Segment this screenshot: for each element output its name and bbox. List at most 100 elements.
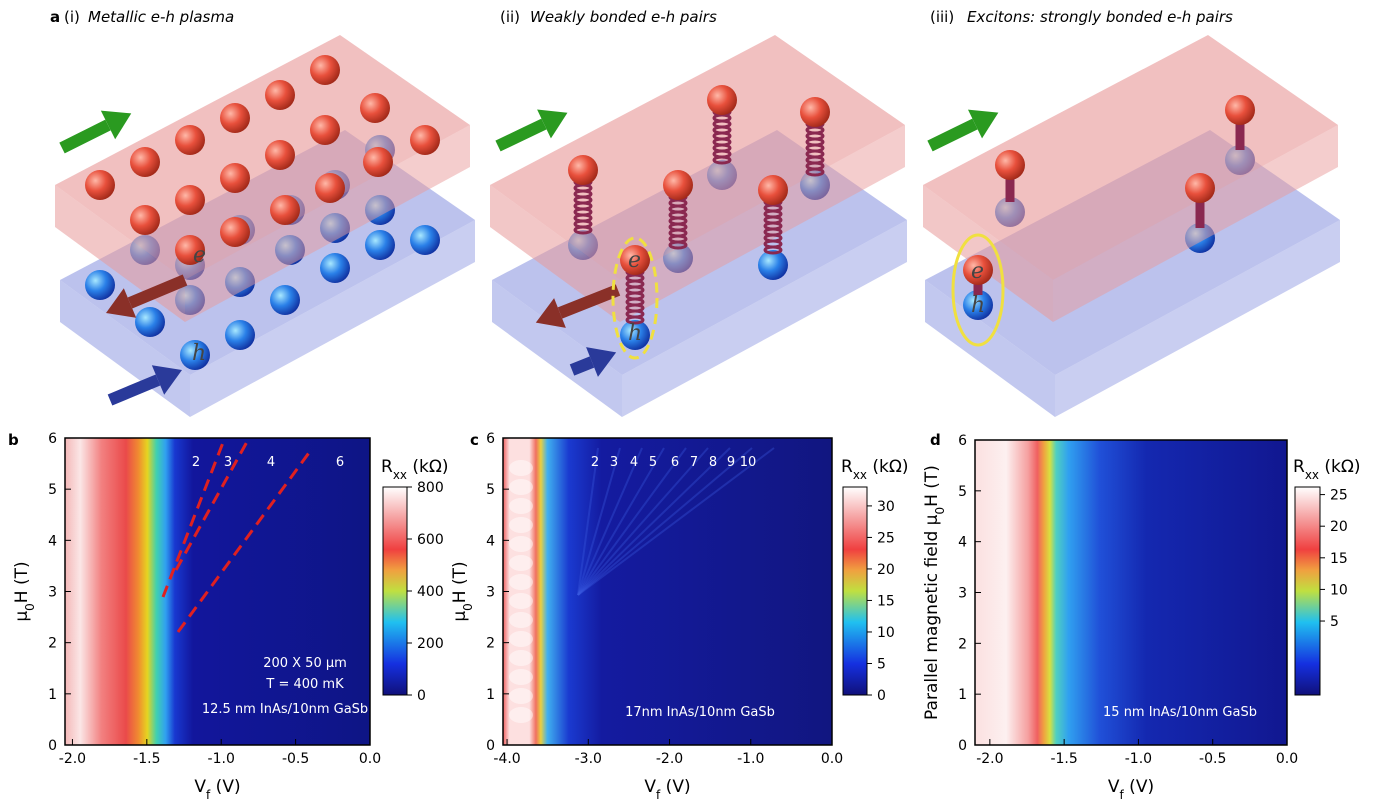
x-tick-label: -1.5 <box>1050 751 1077 767</box>
colorbar-tick-label: 10 <box>1330 582 1348 598</box>
colorbar <box>383 487 407 695</box>
oscillation <box>509 574 533 590</box>
colorbar-label-part: R <box>1293 457 1305 477</box>
y-tick-label: 3 <box>486 585 495 601</box>
colorbar <box>843 487 867 695</box>
y-axis-label-part: μ <box>12 611 32 622</box>
colorbar <box>1295 487 1320 695</box>
colorbar-label: Rxx (kΩ) <box>841 457 909 482</box>
panel-letter: b <box>8 431 19 449</box>
y-tick-label: 3 <box>48 585 57 601</box>
colorbar-tick-label: 15 <box>877 593 895 609</box>
electron <box>130 205 160 235</box>
colorbar-tick-label: 0 <box>877 688 886 704</box>
electron <box>310 55 340 85</box>
hole <box>365 230 395 260</box>
illustration: a(i)Metallic e-h plasma(ii)Weakly bonded… <box>50 8 1340 417</box>
x-axis-label-part: (V) <box>1124 777 1154 797</box>
y-tick-label: 6 <box>958 433 967 449</box>
annotation: 15 nm InAs/10nm GaSb <box>1103 705 1257 720</box>
oscillation <box>509 479 533 495</box>
arrow <box>930 124 975 146</box>
electron-label: e <box>971 259 984 284</box>
colorbar-tick-label: 800 <box>417 480 444 496</box>
hole <box>410 225 440 255</box>
y-tick-label: 0 <box>48 738 57 754</box>
colorbar-label-part: xx <box>393 468 407 482</box>
hole <box>270 285 300 315</box>
y-tick-label: 5 <box>958 484 967 500</box>
y-axis-label-part: H (T) <box>922 465 942 507</box>
oscillation <box>509 517 533 533</box>
x-axis-label-part: V <box>194 777 206 797</box>
panel-letter: a <box>50 8 60 26</box>
oscillation <box>509 555 533 571</box>
level-label: 2 <box>591 455 599 470</box>
electron <box>663 170 693 200</box>
colorbar-tick-label: 20 <box>1330 519 1348 535</box>
electron-label: e <box>628 248 641 273</box>
annotation: 17nm InAs/10nm GaSb <box>625 705 775 720</box>
x-tick-label: -1.0 <box>208 751 235 767</box>
colorbar-tick-label: 5 <box>1330 614 1339 630</box>
y-tick-label: 1 <box>48 687 57 703</box>
y-axis-label-part: 0 <box>461 603 475 611</box>
colorbar-tick-label: 30 <box>877 499 895 515</box>
x-axis-label-part: V <box>1108 777 1120 797</box>
y-axis-label: Parallel magnetic field μ0H (T) <box>922 465 947 720</box>
annotation: 200 X 50 μm <box>263 656 347 671</box>
y-axis-label-part: H (T) <box>450 561 470 603</box>
colorbar-tick-label: 15 <box>1330 551 1348 567</box>
electron <box>315 173 345 203</box>
hole-label: h <box>192 341 206 366</box>
hole <box>225 320 255 350</box>
colorbar-tick-label: 25 <box>877 530 895 546</box>
heatmap <box>503 438 832 745</box>
subpanel-numeral: (ii) <box>500 8 520 26</box>
electron <box>1185 173 1215 203</box>
x-axis-label-part: V <box>644 777 656 797</box>
colorbar-tick-label: 600 <box>417 532 444 548</box>
panel-letter: c <box>470 431 479 449</box>
x-axis-label-part: (V) <box>660 777 690 797</box>
oscillation <box>509 498 533 514</box>
y-axis-label: μ0H (T) <box>12 561 37 621</box>
x-tick-label: -3.0 <box>575 751 602 767</box>
y-tick-label: 4 <box>486 533 495 549</box>
oscillation <box>509 536 533 552</box>
heatmap <box>65 438 370 745</box>
oscillation <box>509 707 533 723</box>
colorbar-label-part: R <box>841 457 853 477</box>
colorbar-tick-label: 25 <box>1330 488 1348 504</box>
arrow <box>110 380 158 400</box>
subpanel-title: Metallic e-h plasma <box>88 8 234 26</box>
electron <box>363 147 393 177</box>
electron <box>270 195 300 225</box>
panel-letter: d <box>930 431 941 449</box>
electron <box>130 147 160 177</box>
electron <box>175 125 205 155</box>
x-tick-label: 0.0 <box>1276 751 1298 767</box>
colorbar-tick-label: 20 <box>877 562 895 578</box>
oscillation <box>509 460 533 476</box>
hole <box>135 307 165 337</box>
electron <box>568 155 598 185</box>
electron <box>220 217 250 247</box>
subpanel-title: Excitons: strongly bonded e-h pairs <box>967 8 1233 26</box>
level-label: 6 <box>671 455 679 470</box>
electron <box>85 170 115 200</box>
oscillation <box>509 688 533 704</box>
electron <box>360 93 390 123</box>
y-tick-label: 2 <box>958 636 967 652</box>
level-label: 4 <box>630 455 638 470</box>
y-axis-label-part: 0 <box>23 603 37 611</box>
y-axis-label-part: μ <box>450 611 470 622</box>
electron <box>410 125 440 155</box>
x-tick-label: -4.0 <box>493 751 520 767</box>
arrow <box>62 125 108 148</box>
electron <box>265 80 295 110</box>
colorbar-tick-label: 200 <box>417 636 444 652</box>
electron <box>220 163 250 193</box>
annotation: T = 400 mK <box>265 677 344 692</box>
electron <box>265 140 295 170</box>
